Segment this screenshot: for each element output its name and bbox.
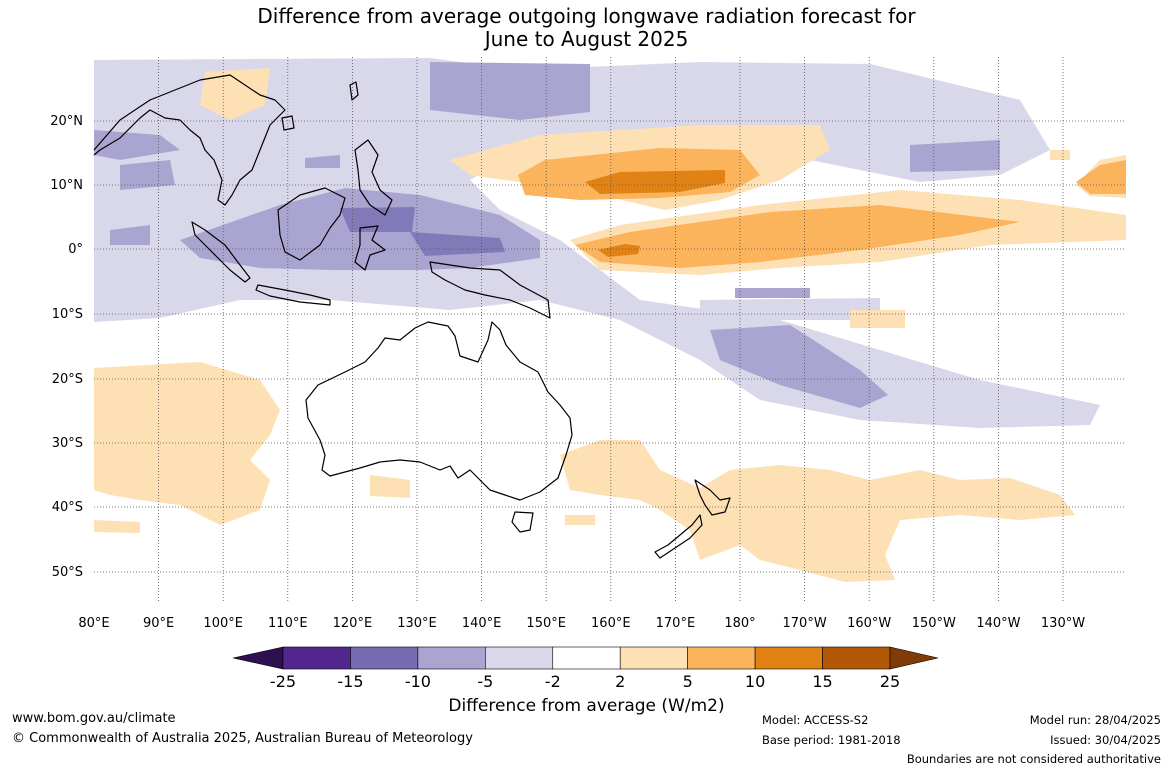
new-zealand-north-coastline xyxy=(694,479,731,516)
lat-label: 20°N xyxy=(50,114,83,129)
colorbar-tick-label: -10 xyxy=(405,672,431,691)
colorbar-bin xyxy=(822,646,891,670)
colorbar-bin xyxy=(552,646,621,670)
footer-copyright: © Commonwealth of Australia 2025, Austra… xyxy=(12,731,473,746)
philippines-coastline xyxy=(354,139,393,216)
new-guinea-coastline xyxy=(429,261,551,319)
lat-label: 0° xyxy=(68,242,83,257)
lon-label: 150°W xyxy=(912,616,956,631)
lon-label: 120°E xyxy=(333,616,373,631)
colorbar-bin xyxy=(619,646,688,670)
anomaly-band-light-purple xyxy=(94,58,1100,428)
lon-label: 140°W xyxy=(976,616,1020,631)
lon-label: 180° xyxy=(724,616,755,631)
colorbar-tick-label: -5 xyxy=(477,672,493,691)
lon-label: 170°W xyxy=(783,616,827,631)
mainland-asia-coastline xyxy=(93,74,286,206)
colorbar-tick-label: -15 xyxy=(337,672,363,691)
lon-label: 80°E xyxy=(78,616,109,631)
lon-label: 110°E xyxy=(268,616,308,631)
colorbar-bin xyxy=(754,646,823,670)
lat-label: 20°S xyxy=(52,372,83,387)
chart-title-line-1: Difference from average outgoing longwav… xyxy=(257,4,916,28)
footer-base-period: Base period: 1981-2018 xyxy=(762,733,901,747)
sulawesi-coastline xyxy=(354,225,386,271)
lon-label: 150°E xyxy=(526,616,566,631)
colorbar-bin xyxy=(350,646,419,670)
new-zealand-south-coastline xyxy=(654,514,703,559)
lat-label: 40°S xyxy=(52,500,83,515)
footer-disclaimer: Boundaries are not considered authoritat… xyxy=(906,752,1161,766)
longitude-labels: 80°E 90°E 100°E 110°E 120°E 130°E 140°E 150°E 16… xyxy=(78,616,1085,631)
colorbar-tick-label: 10 xyxy=(745,672,765,691)
colorbar: -25 -15 -10 -5 -2 2 5 10 15 25 xyxy=(232,646,939,691)
footer-model-run: Model run: 28/04/2025 xyxy=(1029,713,1161,727)
footer-website[interactable]: www.bom.gov.au/climate xyxy=(12,711,176,726)
colorbar-bin xyxy=(417,646,486,670)
borneo-coastline xyxy=(277,187,346,261)
lon-label: 160°W xyxy=(847,616,891,631)
colorbar-tick-label: -2 xyxy=(545,672,561,691)
footer-model: Model: ACCESS-S2 xyxy=(762,713,869,727)
lon-label: 130°W xyxy=(1041,616,1085,631)
colorbar-bin xyxy=(485,646,554,670)
colorbar-tick-label: 5 xyxy=(683,672,693,691)
coastlines xyxy=(93,74,731,559)
taiwan-coastline xyxy=(349,81,359,101)
lon-label: 130°E xyxy=(397,616,437,631)
lon-label: 90°E xyxy=(143,616,174,631)
colorbar-tick-label: -25 xyxy=(270,672,296,691)
java-coastline xyxy=(255,284,331,306)
colorbar-bin xyxy=(282,646,351,670)
hainan-coastline xyxy=(281,115,295,131)
map-gridlines xyxy=(94,57,1126,603)
australia-coastline xyxy=(305,321,573,501)
colorbar-tick-label: 25 xyxy=(880,672,900,691)
colorbar-bin xyxy=(687,646,756,670)
sumatra-coastline xyxy=(191,221,251,283)
lat-label: 50°S xyxy=(52,565,83,580)
colorbar-tick-label: 15 xyxy=(812,672,832,691)
latitude-labels: 20°N 10°N 0° 10°S 20°S 30°S 40°S 50°S xyxy=(50,114,83,580)
lat-label: 30°S xyxy=(52,436,83,451)
colorbar-extend-high xyxy=(889,646,939,670)
lon-label: 170°E xyxy=(656,616,696,631)
tasmania-coastline xyxy=(511,511,534,533)
lon-label: 160°E xyxy=(591,616,631,631)
footer-issued: Issued: 30/04/2025 xyxy=(1050,733,1161,747)
anomaly-band-dark-orange xyxy=(585,170,725,257)
lat-label: 10°S xyxy=(52,307,83,322)
chart-title-line-2: June to August 2025 xyxy=(484,27,689,51)
lat-label: 10°N xyxy=(50,178,83,193)
colorbar-tick-label: 2 xyxy=(615,672,625,691)
colorbar-label: Difference from average (W/m2) xyxy=(448,696,725,716)
anomaly-fields xyxy=(94,58,1126,582)
colorbar-extend-low xyxy=(232,646,284,670)
lon-label: 100°E xyxy=(203,616,243,631)
lon-label: 140°E xyxy=(462,616,502,631)
